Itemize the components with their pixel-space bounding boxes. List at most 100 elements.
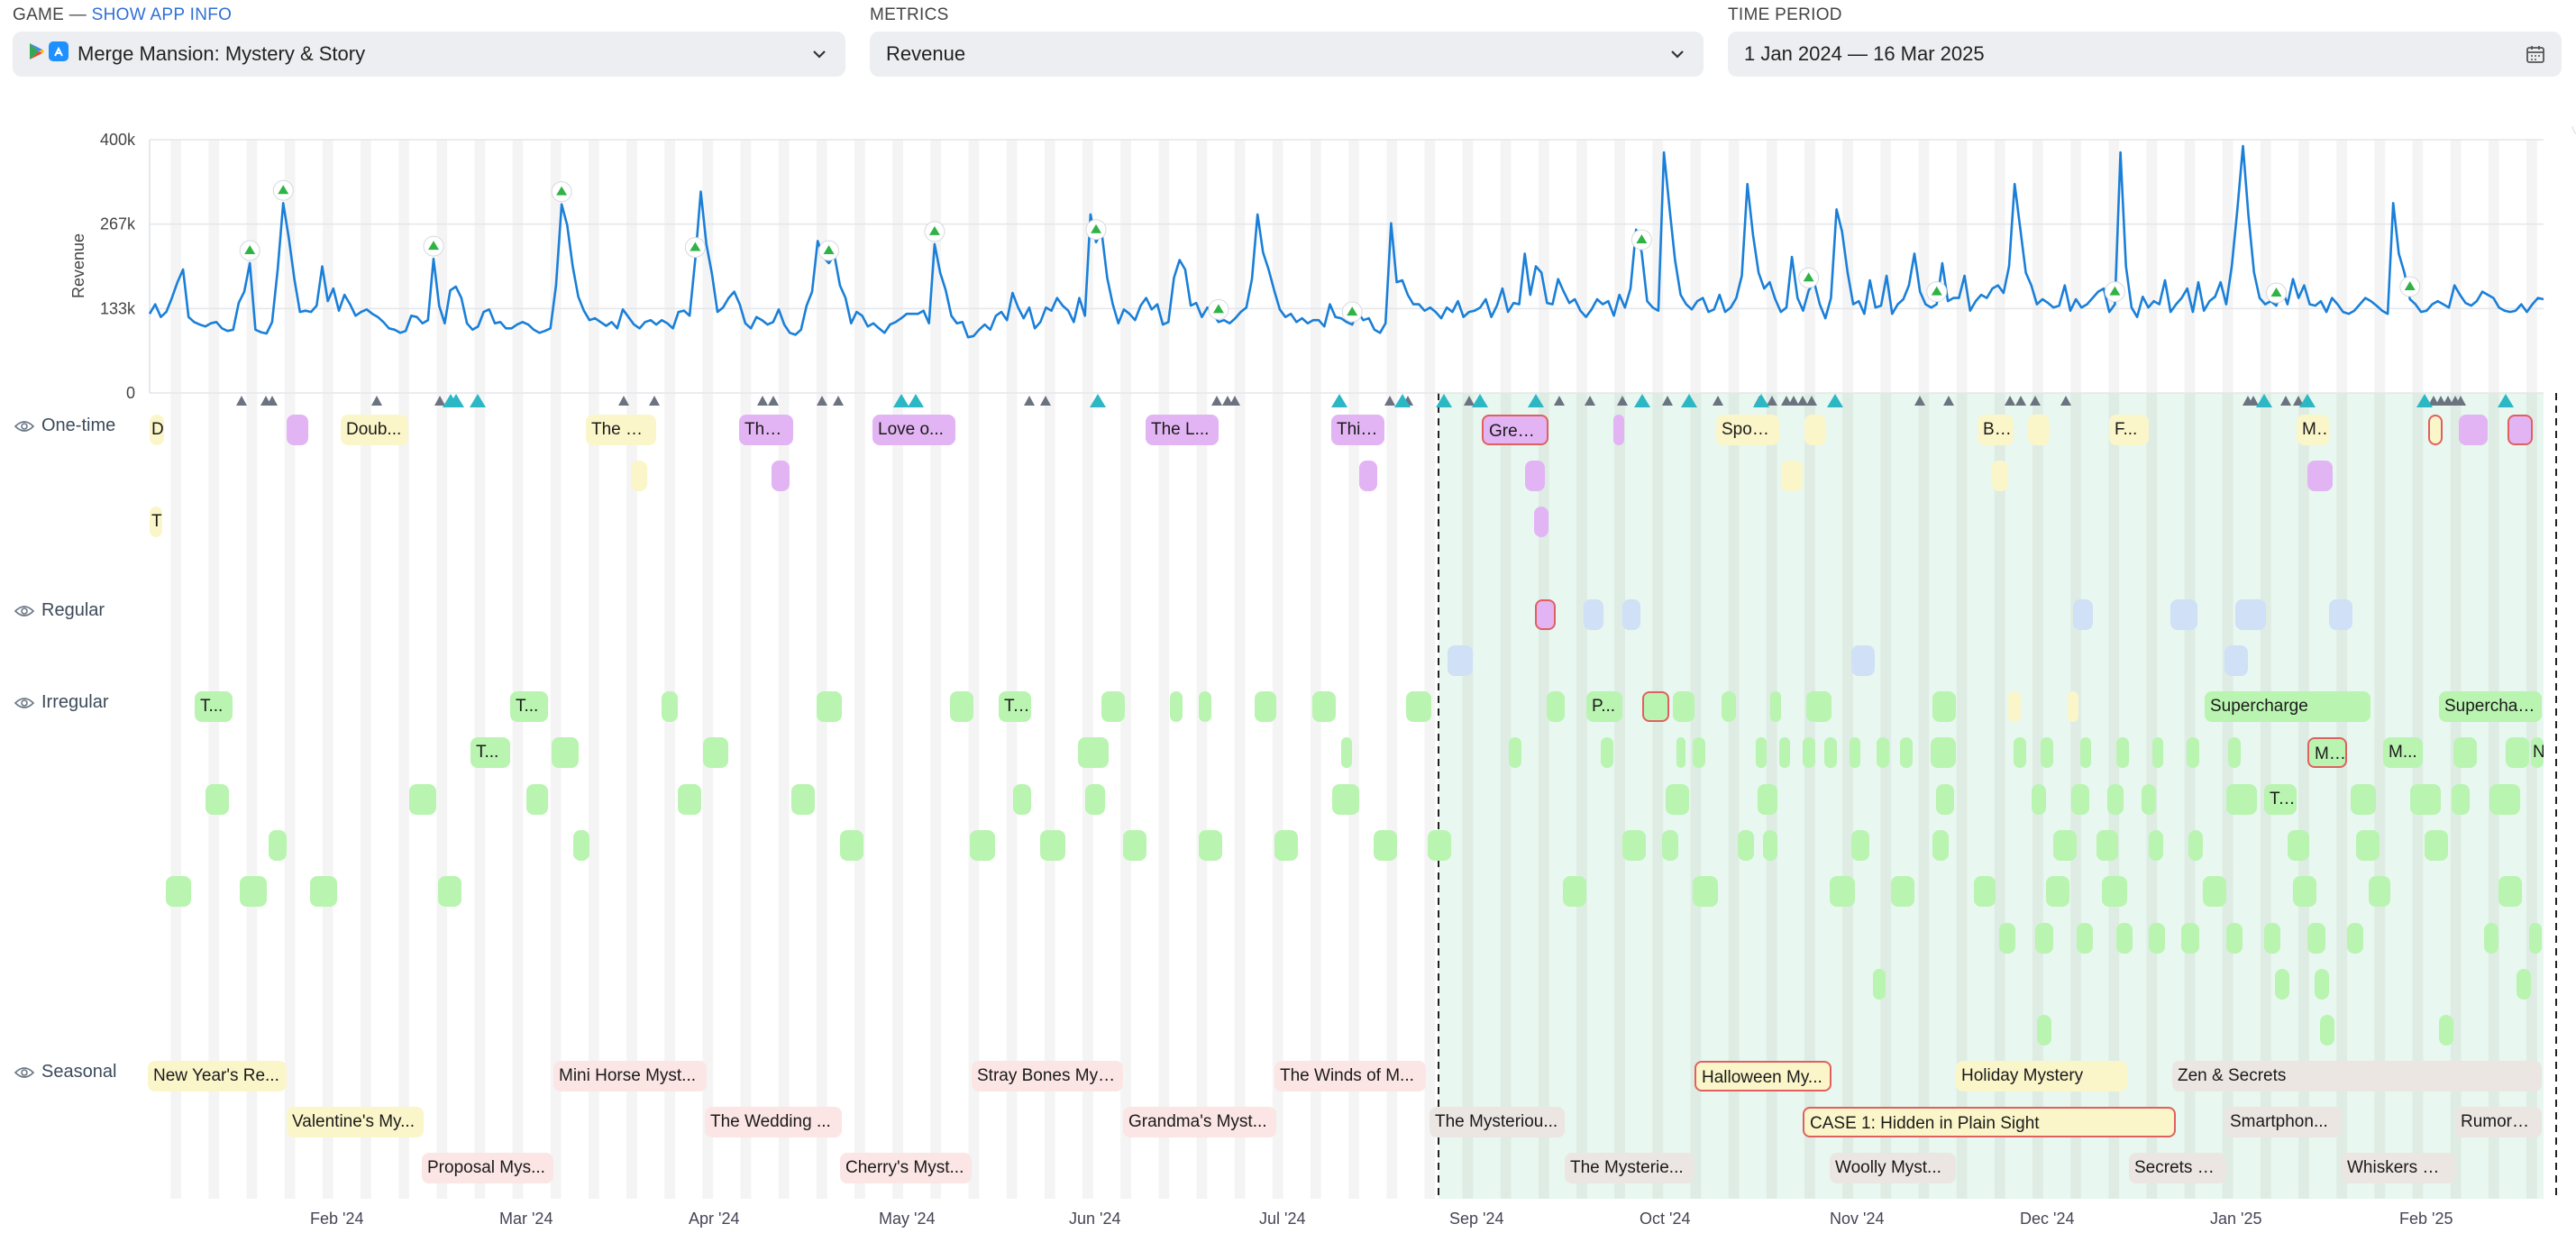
event-block[interactable] xyxy=(2329,599,2352,630)
lane-regular[interactable]: Regular xyxy=(14,600,105,621)
event-block[interactable] xyxy=(2459,415,2488,445)
event-block[interactable] xyxy=(2187,737,2199,769)
event-block[interactable] xyxy=(662,691,678,722)
event-block[interactable] xyxy=(2452,783,2470,815)
event-block[interactable]: Spoo... xyxy=(1716,415,1779,445)
event-block[interactable] xyxy=(970,829,995,861)
eye-icon[interactable] xyxy=(14,1065,34,1080)
event-block[interactable] xyxy=(1013,783,1031,815)
event-block[interactable] xyxy=(1936,783,1954,815)
event-block[interactable] xyxy=(1622,599,1640,630)
event-block[interactable] xyxy=(2439,1015,2453,1046)
event-block[interactable] xyxy=(1693,876,1718,908)
event-block[interactable] xyxy=(791,783,815,815)
event-block[interactable]: B... xyxy=(1978,415,2014,445)
event-block[interactable] xyxy=(2293,876,2316,908)
event-block[interactable]: The Winds of M... xyxy=(1274,1061,1426,1091)
event-block[interactable] xyxy=(2096,829,2118,861)
event-block[interactable]: Secrets o... xyxy=(2129,1153,2226,1183)
event-block[interactable]: Thir... xyxy=(1331,415,1384,445)
event-block[interactable] xyxy=(2315,968,2329,1000)
event-block[interactable] xyxy=(2116,737,2129,769)
event-block[interactable] xyxy=(2410,783,2441,815)
event-block[interactable]: Supercharge xyxy=(2439,691,2542,722)
event-block[interactable] xyxy=(1851,645,1875,676)
event-block[interactable] xyxy=(2320,1015,2334,1046)
event-block[interactable]: T... xyxy=(999,691,1031,722)
event-block[interactable] xyxy=(1932,691,1956,722)
event-block[interactable] xyxy=(1359,461,1377,491)
event-block[interactable] xyxy=(1877,737,1889,769)
event-block[interactable] xyxy=(2142,783,2156,815)
event-block[interactable]: F... xyxy=(2109,415,2149,445)
game-select[interactable]: Merge Mansion: Mystery & Story xyxy=(13,32,845,77)
event-block[interactable] xyxy=(1803,737,1815,769)
event-block[interactable]: T... xyxy=(195,691,233,722)
event-block[interactable] xyxy=(840,829,863,861)
event-block[interactable]: Zen & Secrets xyxy=(2172,1061,2542,1091)
event-block[interactable] xyxy=(1448,645,1473,676)
event-block[interactable] xyxy=(2347,922,2363,954)
event-block[interactable] xyxy=(1999,922,2015,954)
event-block[interactable] xyxy=(1428,829,1451,861)
event-block[interactable]: Cherry's Myst... xyxy=(840,1153,972,1183)
event-block[interactable] xyxy=(2102,876,2127,908)
event-block[interactable] xyxy=(1255,691,1276,722)
event-block[interactable] xyxy=(2235,599,2266,630)
event-block[interactable] xyxy=(1199,829,1222,861)
event-block[interactable] xyxy=(1824,737,1837,769)
event-block[interactable] xyxy=(1613,415,1624,445)
event-block[interactable] xyxy=(1274,829,1298,861)
event-block[interactable] xyxy=(2224,645,2248,676)
event-block[interactable] xyxy=(2053,829,2077,861)
event-block[interactable]: Love o... xyxy=(872,415,955,445)
event-block[interactable] xyxy=(1722,691,1736,722)
event-block[interactable] xyxy=(1534,507,1548,537)
lane-seasonal[interactable]: Seasonal xyxy=(14,1062,116,1082)
event-block[interactable] xyxy=(2264,922,2280,954)
event-block[interactable] xyxy=(2037,1015,2051,1046)
event-block[interactable] xyxy=(526,783,548,815)
event-block[interactable]: Doub... xyxy=(341,415,408,445)
event-block[interactable] xyxy=(2506,737,2529,769)
event-block[interactable] xyxy=(1693,737,1705,769)
event-block[interactable] xyxy=(1851,829,1869,861)
event-block[interactable] xyxy=(1584,599,1603,630)
event-block[interactable] xyxy=(2028,415,2050,445)
event-block[interactable] xyxy=(2035,922,2053,954)
event-block[interactable] xyxy=(2071,783,2089,815)
event-block[interactable] xyxy=(2041,737,2053,769)
event-block[interactable]: T xyxy=(150,507,162,537)
event-block[interactable] xyxy=(1509,737,1521,769)
event-block[interactable]: Gree... xyxy=(1482,415,1548,445)
event-block[interactable] xyxy=(2369,876,2390,908)
event-block[interactable] xyxy=(166,876,191,908)
eye-icon[interactable] xyxy=(14,696,34,710)
event-block[interactable] xyxy=(1622,829,1646,861)
event-block[interactable] xyxy=(817,691,842,722)
event-block[interactable] xyxy=(552,737,579,769)
event-block[interactable] xyxy=(2149,922,2165,954)
event-block[interactable] xyxy=(1900,737,1913,769)
event-block[interactable]: Smartphon... xyxy=(2224,1107,2342,1137)
event-block[interactable]: The E... xyxy=(586,415,656,445)
event-block[interactable]: P... xyxy=(1586,691,1622,722)
event-block[interactable] xyxy=(2080,737,2091,769)
event-block[interactable]: The Mysteriou... xyxy=(1430,1107,1565,1137)
event-block[interactable] xyxy=(1891,876,1914,908)
metrics-select[interactable]: Revenue xyxy=(870,32,1704,77)
event-block[interactable] xyxy=(2014,737,2026,769)
event-block[interactable] xyxy=(1662,829,1678,861)
event-block[interactable]: T... xyxy=(2264,783,2297,815)
event-block[interactable] xyxy=(950,691,973,722)
event-block[interactable] xyxy=(631,461,647,491)
event-block[interactable] xyxy=(2351,783,2376,815)
event-block[interactable] xyxy=(2170,599,2197,630)
event-block[interactable] xyxy=(1756,737,1767,769)
event-block[interactable] xyxy=(2149,829,2163,861)
event-block[interactable]: Whiskers & ... xyxy=(2342,1153,2455,1183)
event-block[interactable] xyxy=(1374,829,1397,861)
event-block[interactable] xyxy=(1601,737,1613,769)
event-block[interactable]: T... xyxy=(510,691,548,722)
event-block[interactable] xyxy=(1850,737,1860,769)
